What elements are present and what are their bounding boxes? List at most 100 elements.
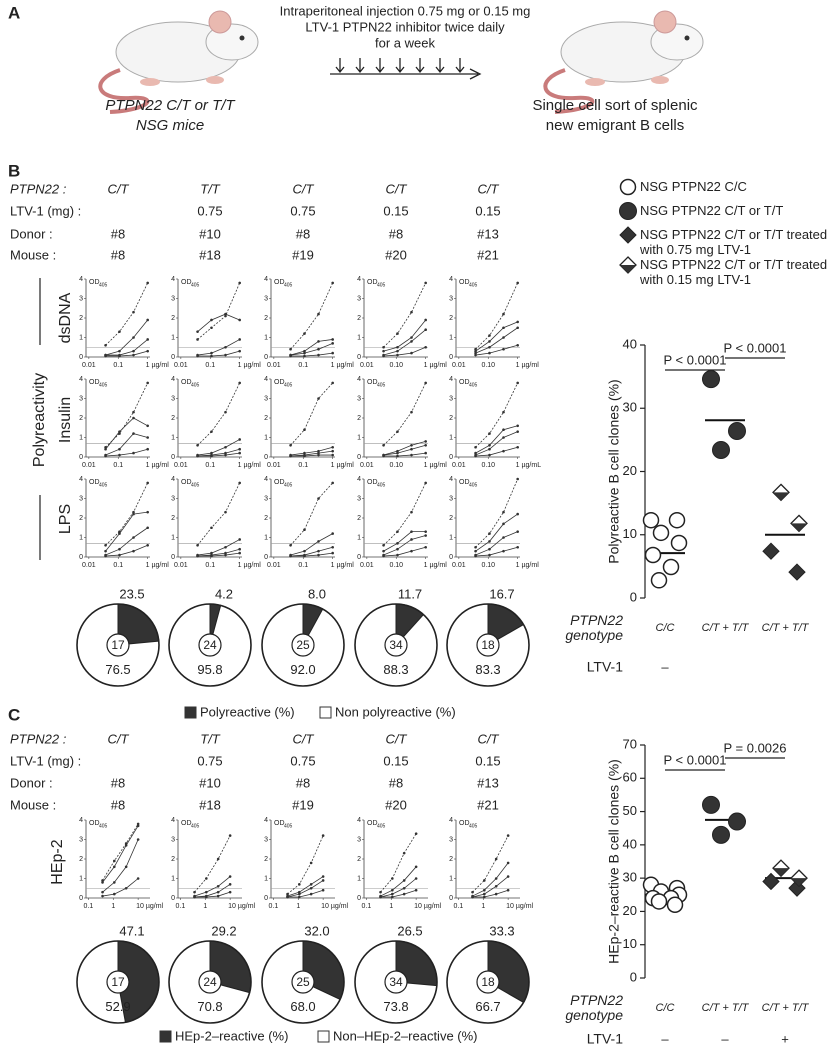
data-point	[303, 351, 306, 355]
legend-label: NSG PTPN22 C/T or T/T	[640, 203, 784, 218]
y-tick-label: 0	[79, 895, 83, 902]
header-cell: 0.75	[197, 203, 222, 218]
series-line	[102, 878, 139, 897]
header-cell: 0.75	[290, 203, 315, 218]
data-point	[298, 890, 301, 894]
data-point	[118, 447, 121, 451]
y-tick-label: 3	[357, 395, 361, 402]
y-tick-label: 1	[264, 434, 268, 441]
data-point	[488, 351, 491, 355]
data-point	[132, 512, 135, 516]
data-point	[424, 530, 427, 533]
header-cell: C/T	[478, 731, 500, 746]
data-point	[303, 528, 306, 531]
x-tick-label: 1 µg/ml	[331, 362, 355, 369]
y-axis-label-sub: 405	[284, 823, 293, 829]
data-point	[136, 838, 140, 841]
data-point	[712, 825, 730, 844]
x-tick-label: 1	[296, 903, 300, 910]
data-point	[238, 481, 241, 485]
header-cell: #10	[199, 226, 221, 241]
data-point	[728, 812, 746, 831]
y-tick-label: 1	[171, 434, 175, 441]
header-cell: #21	[477, 797, 499, 812]
data-point	[224, 545, 227, 549]
data-point	[382, 454, 385, 458]
y-tick-label: 0	[449, 895, 453, 902]
data-point	[132, 416, 135, 420]
x-tick-label: 1 µg/ml	[146, 562, 170, 569]
y-tick-label: 2	[79, 515, 83, 522]
data-point	[238, 538, 241, 541]
data-point	[238, 447, 241, 451]
y-tick-label: 1	[171, 534, 175, 541]
y-axis-label-sub: 405	[99, 482, 108, 488]
header-cell: C/T	[293, 181, 315, 196]
legend-marker	[619, 226, 637, 244]
y-axis-label: OD	[367, 279, 378, 286]
data-point	[132, 536, 135, 539]
pie-center	[384, 970, 408, 994]
data-point	[118, 430, 121, 433]
pie-value-label: 16.7	[489, 586, 514, 601]
data-point	[136, 824, 140, 828]
header-cell: #8	[389, 226, 403, 241]
treatment-label: –	[721, 1031, 729, 1046]
data-point	[317, 497, 320, 500]
y-tick-label: 2	[171, 515, 175, 522]
data-point	[196, 330, 199, 333]
y-tick-label: 2	[79, 315, 83, 322]
y-axis-label: HEp-2–reactive B cell clones (%)	[606, 759, 622, 964]
data-point	[210, 430, 213, 433]
data-point	[317, 397, 320, 400]
header-cell: 0.15	[383, 203, 408, 218]
header-cell: #18	[199, 797, 221, 812]
data-point	[228, 875, 232, 878]
data-point	[396, 542, 399, 545]
data-point	[424, 345, 427, 349]
series-line	[475, 344, 518, 356]
data-point	[224, 312, 227, 316]
data-point	[506, 875, 510, 878]
data-point	[414, 877, 418, 880]
data-point	[309, 861, 313, 865]
data-point	[391, 877, 394, 880]
y-tick-label: 0	[79, 454, 83, 461]
y-axis-label: OD	[367, 479, 378, 486]
data-point	[396, 547, 399, 551]
data-point	[424, 481, 427, 485]
header-label: LTV-1 (mg) :	[10, 753, 81, 768]
data-point	[410, 549, 413, 553]
data-point	[224, 314, 227, 318]
legend-swatch	[319, 706, 332, 719]
pie-count: 34	[389, 638, 403, 652]
data-point	[193, 895, 196, 899]
data-point	[488, 547, 491, 551]
data-point	[303, 549, 306, 553]
header-cell: C/T	[386, 731, 408, 746]
data-point	[331, 449, 334, 453]
data-point	[286, 892, 289, 896]
data-point	[494, 877, 498, 880]
series-line	[383, 546, 426, 557]
x-tick-label: 0.01	[82, 362, 96, 369]
data-point	[516, 530, 519, 533]
sort-caption: Single cell sort of splenic	[532, 97, 698, 114]
y-tick-label: 4	[357, 376, 361, 383]
x-tick-label: 1 µg/ml	[516, 562, 540, 569]
data-point	[396, 530, 399, 533]
series-line	[383, 382, 427, 446]
data-point	[132, 349, 135, 353]
series-line	[475, 531, 518, 556]
y-tick-label: 2	[449, 315, 453, 322]
header-cell: #10	[199, 775, 221, 790]
series-line	[383, 346, 426, 357]
y-tick-label: 2	[171, 856, 175, 863]
data-point	[303, 454, 306, 458]
series-line	[290, 450, 333, 457]
x-tick-label: 0.01	[452, 362, 466, 369]
x-tick-label: 0.1	[205, 462, 215, 469]
x-tick-label: 0.1	[84, 903, 94, 910]
series-line	[105, 319, 148, 356]
